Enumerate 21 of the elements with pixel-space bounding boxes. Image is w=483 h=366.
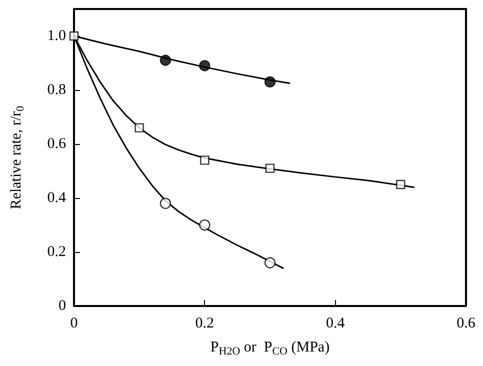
- point: [160, 54, 172, 66]
- y-tick-label: 1.0: [47, 28, 66, 44]
- y-tick-label: 0: [58, 298, 66, 314]
- point: [199, 219, 210, 231]
- x-tick-label: 0.6: [456, 316, 476, 332]
- y-tick-label: 0.6: [47, 136, 66, 152]
- y-axis-title: Relative rate, r/r0: [8, 105, 26, 210]
- point: [160, 198, 172, 209]
- y-tick-label: 0.2: [47, 244, 66, 260]
- x-tick-label: 0.4: [326, 316, 346, 332]
- x-tick-label: 0: [70, 316, 78, 332]
- y-tick-label: 0.8: [47, 82, 66, 98]
- point: [396, 180, 406, 190]
- point: [265, 164, 275, 173]
- y-tick-label: 0.4: [47, 190, 66, 206]
- point: [264, 257, 276, 268]
- point: [134, 123, 144, 132]
- point: [264, 76, 276, 88]
- x-tick-label: 0.2: [195, 316, 214, 332]
- point: [199, 60, 210, 72]
- point: [200, 156, 210, 165]
